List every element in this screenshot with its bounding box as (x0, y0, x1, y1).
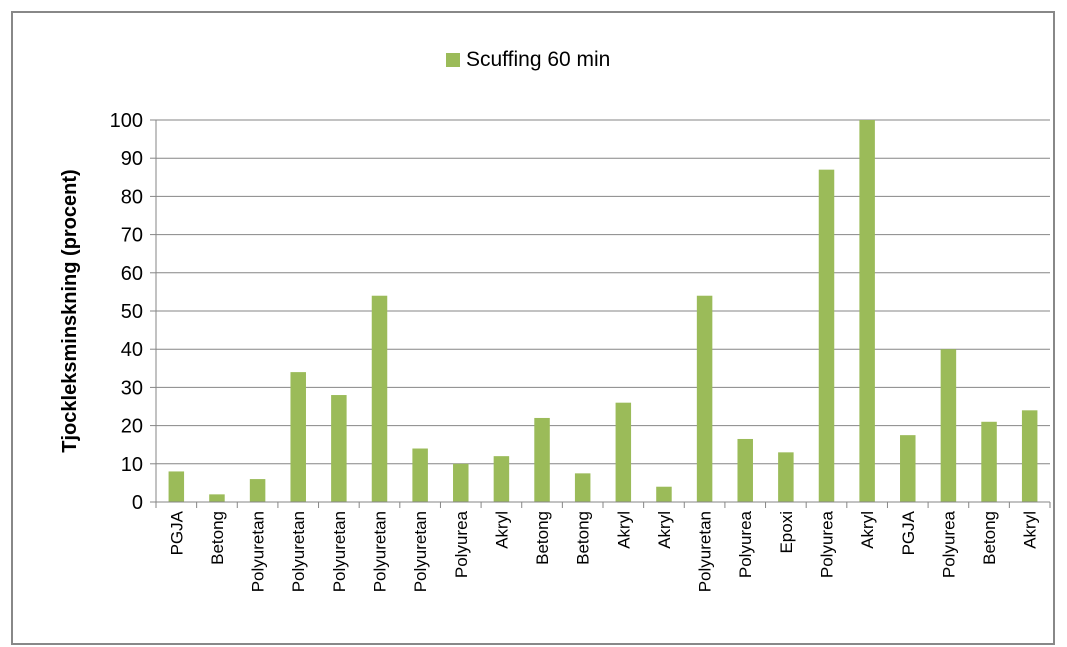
bar (940, 349, 957, 502)
x-tick-label: Polyuretan (289, 511, 308, 592)
x-tick-label: Polyurea (939, 510, 958, 578)
legend-swatch (446, 53, 460, 67)
bar (859, 120, 875, 502)
bar (168, 471, 185, 502)
bar (493, 456, 510, 502)
bar (696, 295, 713, 502)
bar (615, 402, 632, 502)
y-tick-label: 20 (121, 416, 143, 438)
bar (534, 417, 550, 502)
x-tick-label: Polyuretan (330, 511, 349, 592)
x-tick-label: Polyuretan (411, 511, 430, 592)
y-axis-label: Tjockleksminskning (procent) (59, 169, 81, 452)
bar (737, 438, 753, 502)
y-tick-label: 100 (110, 110, 143, 132)
bar (1021, 410, 1038, 502)
bar (290, 372, 306, 502)
y-tick-label: 50 (121, 301, 143, 323)
x-tick-label: Betong (533, 511, 552, 565)
x-tick-label: Akryl (655, 511, 674, 549)
y-tick-label: 40 (121, 339, 143, 361)
x-tick-label: PGJA (167, 510, 186, 555)
x-tick-label: Epoxi (777, 511, 796, 554)
x-tick-label: PGJA (899, 510, 918, 555)
y-tick-labels: 0 10 20 30 40 50 60 70 80 90 100 (110, 110, 143, 514)
x-tick-label: Polyurea (818, 510, 837, 578)
x-tick-label: Akryl (492, 511, 511, 549)
x-tick-label: Betong (574, 511, 593, 565)
x-tick-label: Betong (208, 511, 227, 565)
x-tick-label: Polyurea (452, 510, 471, 578)
legend-label: Scuffing 60 min (466, 48, 610, 71)
axes (150, 119, 1051, 508)
bar (818, 169, 835, 502)
y-tick-label: 30 (121, 377, 143, 399)
x-tick-label: Polyuretan (371, 511, 390, 592)
x-tick-label: Polyuretan (696, 511, 715, 592)
bar-chart: Scuffing 60 min Tjockleksminskning (proc… (59, 48, 1051, 592)
bar (371, 295, 388, 502)
y-tick-label: 60 (121, 263, 143, 285)
y-tick-label: 70 (121, 225, 143, 247)
bar (900, 435, 916, 502)
bar (656, 486, 672, 502)
bar (249, 479, 266, 502)
bar (453, 463, 469, 502)
y-tick-label: 90 (121, 148, 143, 170)
bar (209, 494, 225, 502)
y-tick-label: 10 (121, 454, 143, 476)
bar (574, 473, 591, 502)
x-tick-label: Polyuretan (249, 511, 268, 592)
x-tick-labels: PGJA Betong Polyuretan Polyuretan Polyuretan… (167, 510, 1039, 592)
gridlines (156, 119, 1050, 465)
x-tick-label: Betong (980, 511, 999, 565)
bars (168, 120, 1038, 502)
bar (981, 421, 997, 502)
bar (778, 452, 794, 502)
x-tick-label: Akryl (614, 511, 633, 549)
x-tick-label: Polyurea (736, 510, 755, 578)
legend: Scuffing 60 min (446, 48, 610, 71)
chart-frame: Scuffing 60 min Tjockleksminskning (proc… (11, 11, 1055, 645)
bar (412, 448, 428, 502)
x-tick-label: Akryl (1021, 511, 1040, 549)
x-tick-label: Akryl (858, 511, 877, 549)
y-tick-label: 0 (132, 492, 143, 514)
y-tick-label: 80 (121, 186, 143, 208)
bar (331, 395, 347, 502)
